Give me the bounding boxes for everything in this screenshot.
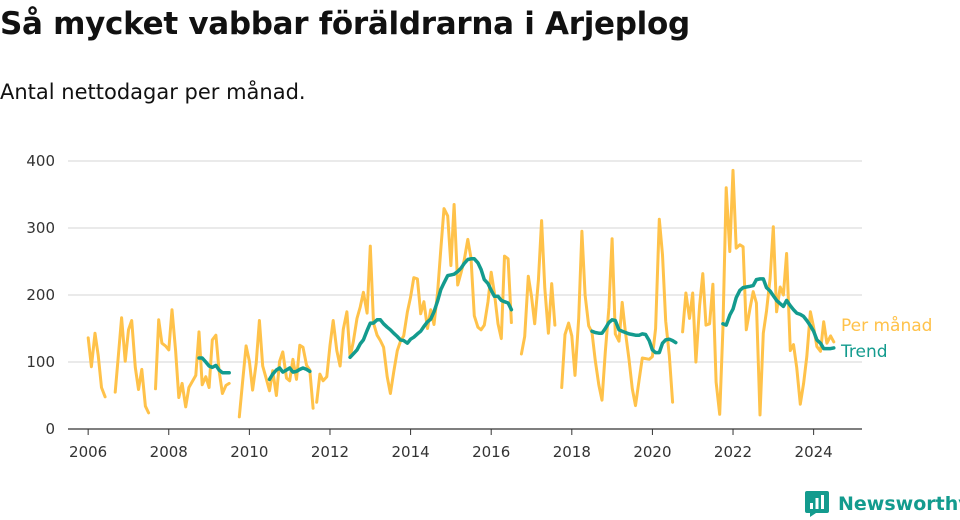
series-trend-line-0: [197, 356, 231, 375]
series-trend-line-2: [348, 257, 514, 360]
x-tick-label-2012: 2012: [311, 443, 349, 461]
x-tick-label-2014: 2014: [391, 443, 429, 461]
series-per-manad-line-7: [681, 168, 836, 417]
legend-label-trend: Trend: [840, 342, 888, 362]
series-trend-line-3: [590, 318, 678, 355]
y-axis-tick-labels: 0 100 200 300 400: [26, 152, 55, 438]
series-per-manad-line-6: [560, 217, 675, 408]
series-per-manad-line-4: [315, 203, 513, 404]
legend-label-per-manad: Per månad: [841, 315, 932, 336]
series-per-manad-line-2: [154, 308, 231, 409]
y-tick-label-200: 200: [26, 286, 55, 304]
series-trend-line-1: [267, 366, 312, 382]
brand-logo: Newsworthy: [804, 489, 960, 519]
x-tick-label-2010: 2010: [230, 443, 268, 461]
chart-subtitle: Antal nettodagar per månad.: [0, 80, 306, 104]
series-per-manad-line-3: [237, 319, 315, 419]
x-tick-label-2022: 2022: [714, 443, 752, 461]
chart-title: Så mycket vabbar föräldrarna i Arjeplog: [0, 6, 690, 42]
x-tick-label-2006: 2006: [69, 443, 107, 461]
series-per-manad-line-0: [86, 331, 107, 399]
y-tick-label-100: 100: [26, 353, 55, 371]
x-tick-label-2018: 2018: [553, 443, 591, 461]
series-per-manad-line-1: [113, 316, 151, 415]
series-per-manad-line-5: [519, 219, 557, 356]
bar-chart-speech-bubble-icon: [805, 491, 829, 517]
x-tick-label-2020: 2020: [633, 443, 671, 461]
series-trend-line-4: [721, 277, 836, 351]
series-lines: [86, 168, 836, 419]
x-tick-label-2008: 2008: [150, 443, 188, 461]
y-tick-label-0: 0: [45, 420, 55, 438]
x-tick-label-2024: 2024: [795, 443, 833, 461]
y-tick-label-300: 300: [26, 219, 55, 237]
x-tick-label-2016: 2016: [472, 443, 510, 461]
x-axis: 2006 2008 2010 2012 2014 2016 2018 2020 2022 2024: [68, 428, 862, 461]
y-tick-label-400: 400: [26, 152, 55, 170]
legend: Per månad Trend: [840, 315, 932, 362]
brand-name: Newsworthy: [838, 493, 960, 515]
